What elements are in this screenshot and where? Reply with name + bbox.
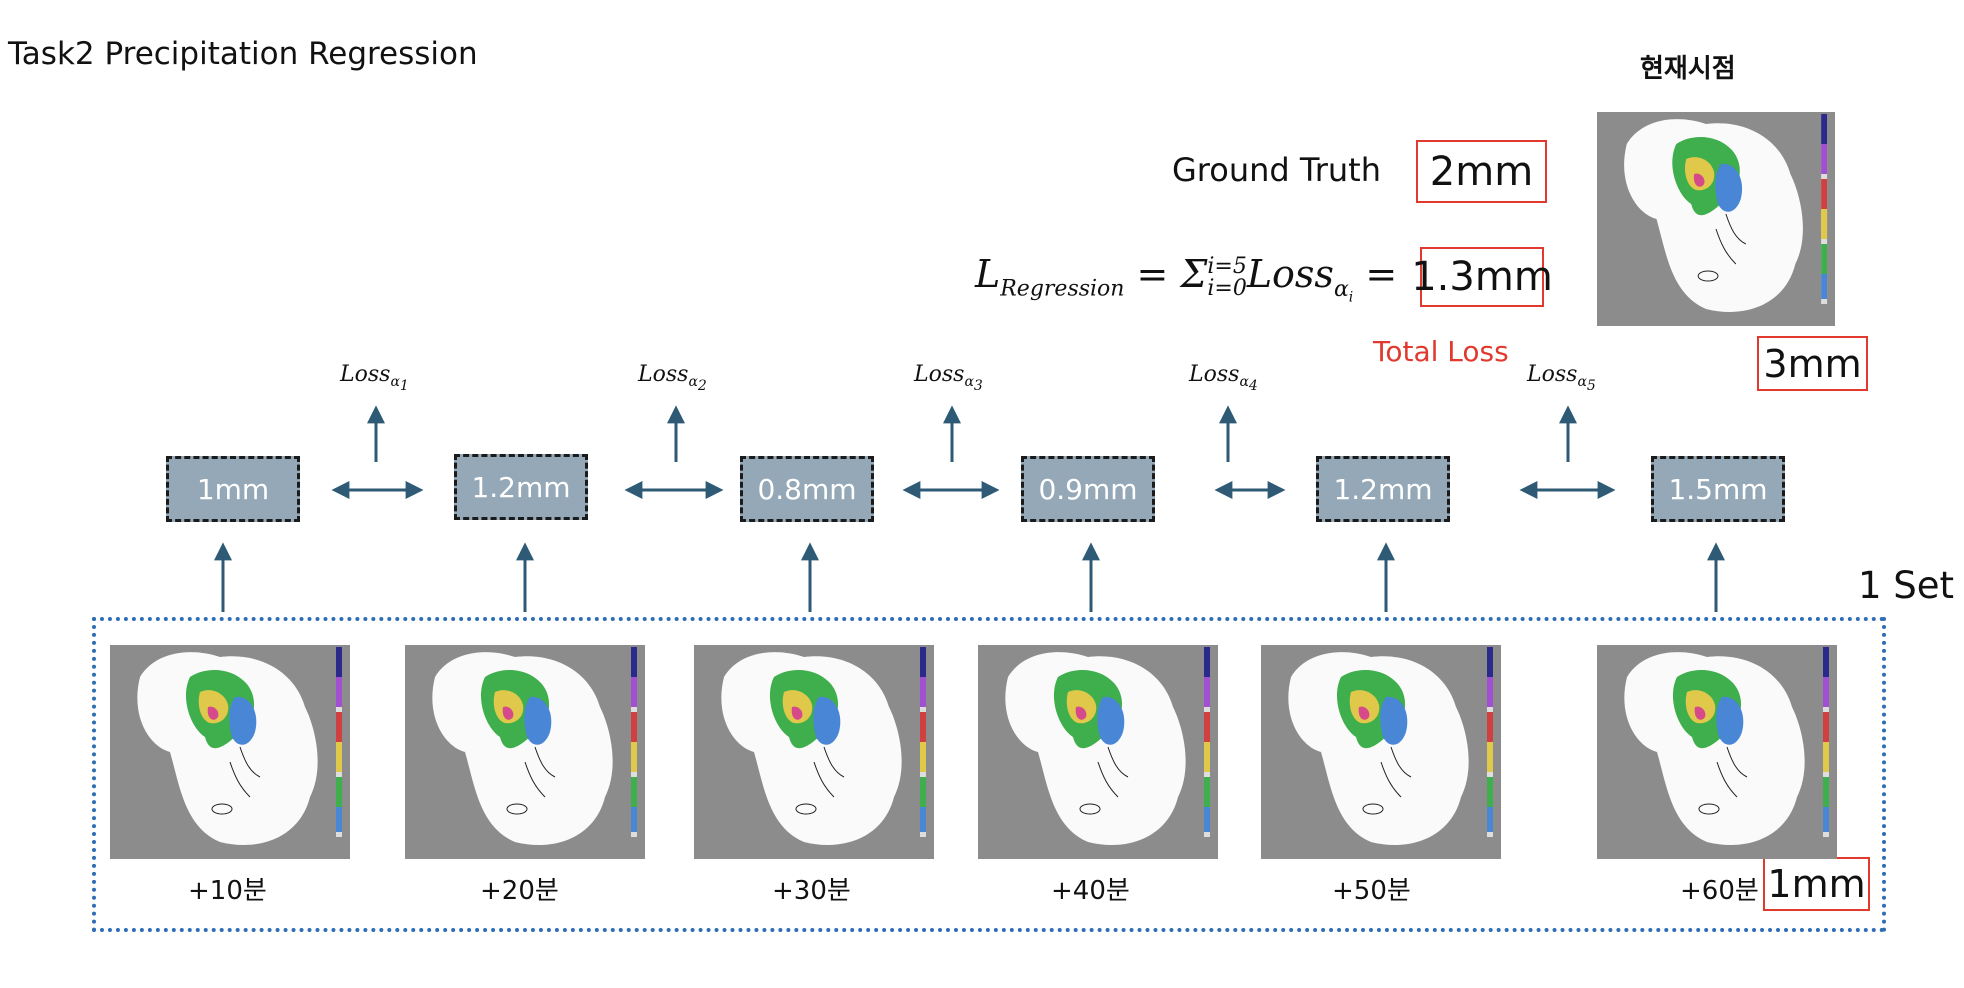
time-label: +30분 bbox=[772, 876, 851, 906]
current-value: 3mm bbox=[1757, 336, 1868, 391]
radar-map-image bbox=[405, 637, 645, 859]
formula-sum-sub: i=0 bbox=[1207, 275, 1247, 301]
prediction-box: 0.9mm bbox=[1021, 456, 1155, 522]
formula-term-sub: α bbox=[1333, 276, 1349, 302]
total-loss-value: 1.3mm bbox=[1411, 247, 1553, 307]
loss-label: Lossα3 bbox=[914, 362, 983, 395]
radar-map bbox=[405, 637, 645, 859]
radar-map-image bbox=[1597, 104, 1835, 326]
radar-map-image bbox=[978, 637, 1218, 859]
radar-map-image bbox=[1261, 637, 1501, 859]
formula-term-index: i bbox=[1348, 288, 1354, 305]
loss-label: Lossα1 bbox=[340, 362, 409, 395]
formula-sum-sup: i=5 bbox=[1207, 253, 1247, 279]
time-label: +40분 bbox=[1051, 876, 1130, 906]
ground-truth-label: Ground Truth bbox=[1172, 151, 1381, 189]
time-label: +50분 bbox=[1332, 876, 1411, 906]
prediction-box: 1.2mm bbox=[454, 454, 588, 520]
formula-lhs-sub: Regression bbox=[1000, 276, 1125, 302]
radar-map bbox=[978, 637, 1218, 859]
total-loss-label: Total Loss bbox=[1373, 335, 1509, 368]
radar-map bbox=[1261, 637, 1501, 859]
time-label: +60분 bbox=[1680, 876, 1759, 906]
radar-map bbox=[1597, 637, 1837, 859]
formula-term: Loss bbox=[1246, 252, 1334, 296]
loss-label: Lossα4 bbox=[1189, 362, 1258, 395]
formula-eq2: = bbox=[1353, 252, 1398, 296]
ground-truth-value: 2mm bbox=[1416, 140, 1547, 203]
prediction-box: 1.2mm bbox=[1316, 456, 1450, 522]
radar-map-image bbox=[110, 637, 350, 859]
current-time-label: 현재시점 bbox=[1640, 54, 1736, 84]
loss-label: Lossα2 bbox=[638, 362, 707, 395]
prediction-box: 1.5mm bbox=[1651, 456, 1785, 522]
time-label: +10분 bbox=[188, 876, 267, 906]
radar-map bbox=[110, 637, 350, 859]
radar-map bbox=[694, 637, 934, 859]
last-frame-value: 1mm bbox=[1763, 857, 1870, 911]
formula-eq1: = Σ bbox=[1124, 252, 1208, 296]
radar-map-image bbox=[694, 637, 934, 859]
diagram-title: Task2 Precipitation Regression bbox=[8, 36, 478, 72]
time-label: +20분 bbox=[480, 876, 559, 906]
set-label: 1 Set bbox=[1858, 564, 1955, 607]
current-radar-map bbox=[1597, 104, 1835, 326]
prediction-box: 0.8mm bbox=[740, 456, 874, 522]
loss-label: Lossα5 bbox=[1527, 362, 1596, 395]
formula-lhs: L bbox=[975, 252, 1001, 296]
prediction-box: 1mm bbox=[166, 456, 300, 522]
set-frame bbox=[92, 617, 1886, 932]
radar-map-image bbox=[1597, 637, 1837, 859]
